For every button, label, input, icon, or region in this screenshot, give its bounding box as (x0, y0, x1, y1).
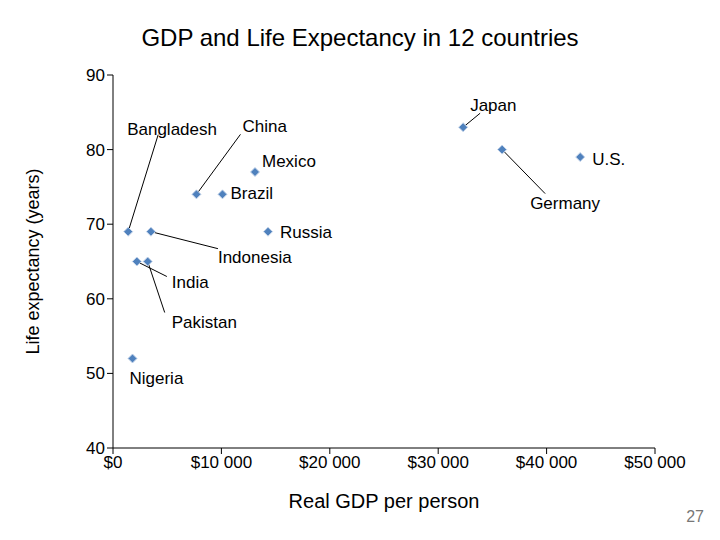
svg-text:Germany: Germany (530, 194, 600, 213)
svg-text:80: 80 (86, 141, 105, 160)
svg-text:60: 60 (86, 290, 105, 309)
svg-text:Life expectancy (years): Life expectancy (years) (23, 168, 43, 354)
svg-text:$40 000: $40 000 (516, 453, 577, 472)
svg-text:$10 000: $10 000 (191, 453, 252, 472)
svg-text:Bangladesh: Bangladesh (127, 120, 217, 139)
svg-text:Brazil: Brazil (230, 184, 273, 203)
svg-text:50: 50 (86, 364, 105, 383)
svg-text:90: 90 (86, 66, 105, 85)
svg-text:India: India (172, 273, 209, 292)
svg-text:$30 000: $30 000 (407, 453, 468, 472)
svg-text:Indonesia: Indonesia (218, 248, 292, 267)
svg-text:70: 70 (86, 215, 105, 234)
svg-text:Russia: Russia (280, 223, 333, 242)
svg-text:$20 000: $20 000 (299, 453, 360, 472)
svg-text:Nigeria: Nigeria (130, 369, 184, 388)
svg-text:Pakistan: Pakistan (172, 313, 237, 332)
svg-text:$50 000: $50 000 (624, 453, 685, 472)
svg-text:Mexico: Mexico (262, 152, 316, 171)
svg-text:China: China (242, 117, 287, 136)
html-text:27: 27 (686, 508, 704, 525)
svg-text:40: 40 (86, 439, 105, 458)
svg-text:Japan: Japan (470, 96, 516, 115)
svg-text:$0: $0 (104, 453, 123, 472)
svg-text:U.S.: U.S. (592, 150, 625, 169)
html-text:GDP and Life Expectancy in 12: GDP and Life Expectancy in 12 countries (141, 24, 579, 51)
svg-text:Real GDP per person: Real GDP per person (289, 490, 480, 512)
